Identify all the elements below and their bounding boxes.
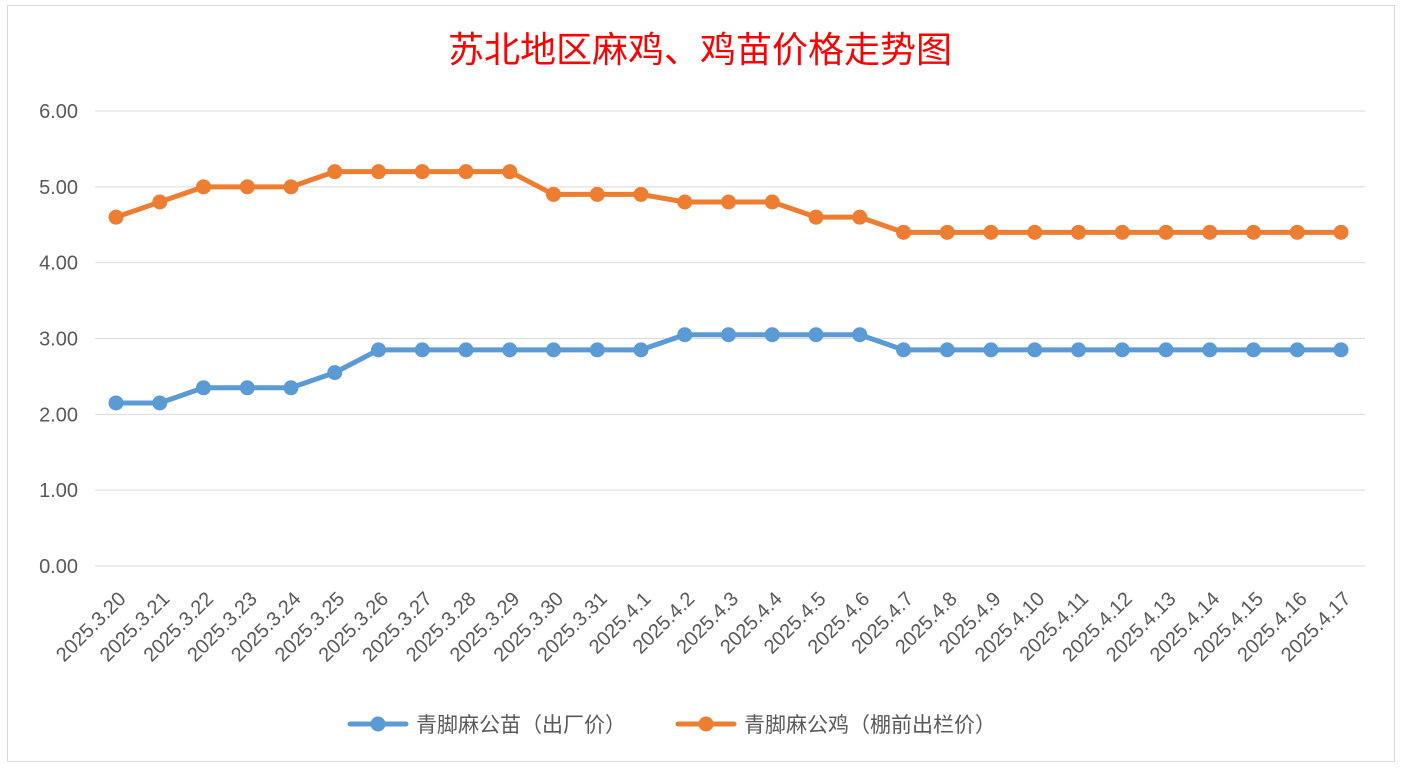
y-tick-label: 6.00	[39, 101, 78, 123]
y-axis-ticks: 0.00 1.00 2.00 3.00 4.00 5.00 6.00	[39, 101, 78, 578]
legend[interactable]: 青脚麻公苗（出厂价） 青脚麻公鸡（棚前出栏价）	[347, 713, 996, 737]
data-point[interactable]	[458, 342, 474, 358]
data-point[interactable]	[1246, 224, 1261, 240]
data-point[interactable]	[633, 342, 649, 358]
data-point[interactable]	[939, 224, 955, 240]
y-tick-label: 5.00	[39, 177, 78, 199]
data-point[interactable]	[852, 209, 868, 225]
data-point[interactable]	[1202, 224, 1218, 240]
data-point[interactable]	[1289, 224, 1305, 240]
y-tick-label: 4.00	[39, 253, 78, 275]
data-point[interactable]	[546, 342, 561, 358]
data-point[interactable]	[327, 365, 343, 381]
data-point[interactable]	[327, 164, 343, 180]
data-point[interactable]	[1027, 342, 1043, 358]
data-point[interactable]	[546, 186, 561, 202]
data-point[interactable]	[764, 327, 780, 343]
data-point[interactable]	[589, 342, 605, 358]
data-point[interactable]	[1114, 224, 1130, 240]
data-point[interactable]	[239, 380, 255, 396]
data-point[interactable]	[196, 380, 211, 396]
chart-area[interactable]	[7, 5, 1395, 762]
data-point[interactable]	[1114, 342, 1130, 358]
data-point[interactable]	[721, 194, 736, 210]
data-point[interactable]	[108, 395, 124, 411]
legend-label: 青脚麻公苗（出厂价）	[416, 713, 626, 737]
data-point[interactable]	[239, 179, 255, 195]
y-tick-label: 3.00	[39, 329, 78, 351]
data-point[interactable]	[1158, 342, 1174, 358]
gridlines	[95, 110, 1365, 567]
data-point[interactable]	[633, 186, 649, 202]
legend-marker	[698, 716, 714, 732]
data-point[interactable]	[808, 327, 824, 343]
data-point[interactable]	[458, 164, 474, 180]
data-point[interactable]	[283, 179, 299, 195]
data-point[interactable]	[502, 164, 518, 180]
legend-marker	[370, 716, 386, 732]
data-point[interactable]	[414, 342, 430, 358]
data-point[interactable]	[283, 380, 299, 396]
data-point[interactable]	[371, 342, 386, 358]
data-point[interactable]	[1071, 224, 1086, 240]
data-point[interactable]	[414, 164, 430, 180]
data-point[interactable]	[1158, 224, 1174, 240]
y-tick-label: 0.00	[39, 556, 78, 578]
series-2	[108, 164, 1349, 240]
data-point[interactable]	[1027, 224, 1043, 240]
series-line	[113, 332, 1344, 406]
data-point[interactable]	[983, 224, 999, 240]
legend-label: 青脚麻公鸡（棚前出栏价）	[744, 713, 996, 737]
data-point[interactable]	[502, 342, 518, 358]
data-point[interactable]	[589, 186, 605, 202]
data-point[interactable]	[939, 342, 955, 358]
data-point[interactable]	[108, 209, 124, 225]
chart-title: 苏北地区麻鸡、鸡苗价格走势图	[448, 30, 952, 71]
y-tick-label: 1.00	[39, 480, 78, 502]
data-point[interactable]	[852, 327, 868, 343]
legend-entry-1[interactable]: 青脚麻公苗（出厂价）	[347, 713, 626, 737]
data-point[interactable]	[764, 194, 780, 210]
data-point[interactable]	[152, 395, 168, 411]
data-point[interactable]	[1289, 342, 1305, 358]
data-point[interactable]	[808, 209, 824, 225]
data-point[interactable]	[983, 342, 999, 358]
data-point[interactable]	[371, 164, 386, 180]
data-point[interactable]	[1202, 342, 1218, 358]
data-point[interactable]	[152, 194, 168, 210]
data-point[interactable]	[677, 194, 693, 210]
data-point[interactable]	[1333, 224, 1349, 240]
data-point[interactable]	[1246, 342, 1261, 358]
series-1	[108, 327, 1349, 411]
data-point[interactable]	[1071, 342, 1086, 358]
data-point[interactable]	[196, 179, 211, 195]
data-point[interactable]	[677, 327, 693, 343]
x-axis-ticks: 2025.3.202025.3.212025.3.222025.3.232025…	[52, 588, 1355, 666]
data-point[interactable]	[721, 327, 736, 343]
legend-entry-2[interactable]: 青脚麻公鸡（棚前出栏价）	[675, 713, 996, 737]
data-point[interactable]	[896, 224, 911, 240]
y-tick-label: 2.00	[39, 404, 78, 426]
data-point[interactable]	[1333, 342, 1349, 358]
series-layer	[108, 164, 1349, 411]
data-point[interactable]	[896, 342, 911, 358]
